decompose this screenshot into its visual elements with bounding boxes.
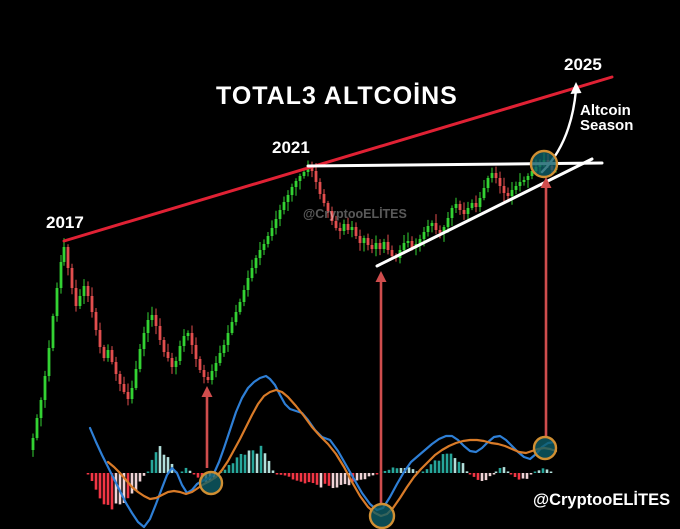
altseason-arrowhead xyxy=(570,82,582,94)
label-2017: 2017 xyxy=(46,213,84,232)
watermark-bottom: @CryptooELİTES xyxy=(533,491,671,509)
red-arrowhead xyxy=(201,386,213,397)
highlight-circle xyxy=(532,435,558,461)
signal-arrows xyxy=(201,177,552,505)
label-altcoin-season: Altcoin Season xyxy=(580,102,634,134)
signal-line xyxy=(106,388,558,518)
chart-title: TOTAL3 ALTCOİNS xyxy=(216,82,458,110)
macd-histogram xyxy=(86,445,553,510)
highlight-circle xyxy=(198,470,224,496)
macd-line xyxy=(88,374,556,529)
highlight-circle xyxy=(529,149,559,179)
red-arrowhead xyxy=(540,177,552,188)
red-trendline-2017-2025 xyxy=(62,75,614,243)
highlight-circles xyxy=(198,149,559,529)
macd-lines xyxy=(88,374,558,529)
white-support-trendline xyxy=(375,157,594,268)
label-2021: 2021 xyxy=(272,138,310,157)
red-arrowhead xyxy=(375,271,387,282)
watermark-center: @CryptooELİTES xyxy=(303,207,407,221)
highlight-circle xyxy=(368,502,396,529)
label-2025: 2025 xyxy=(564,55,602,74)
